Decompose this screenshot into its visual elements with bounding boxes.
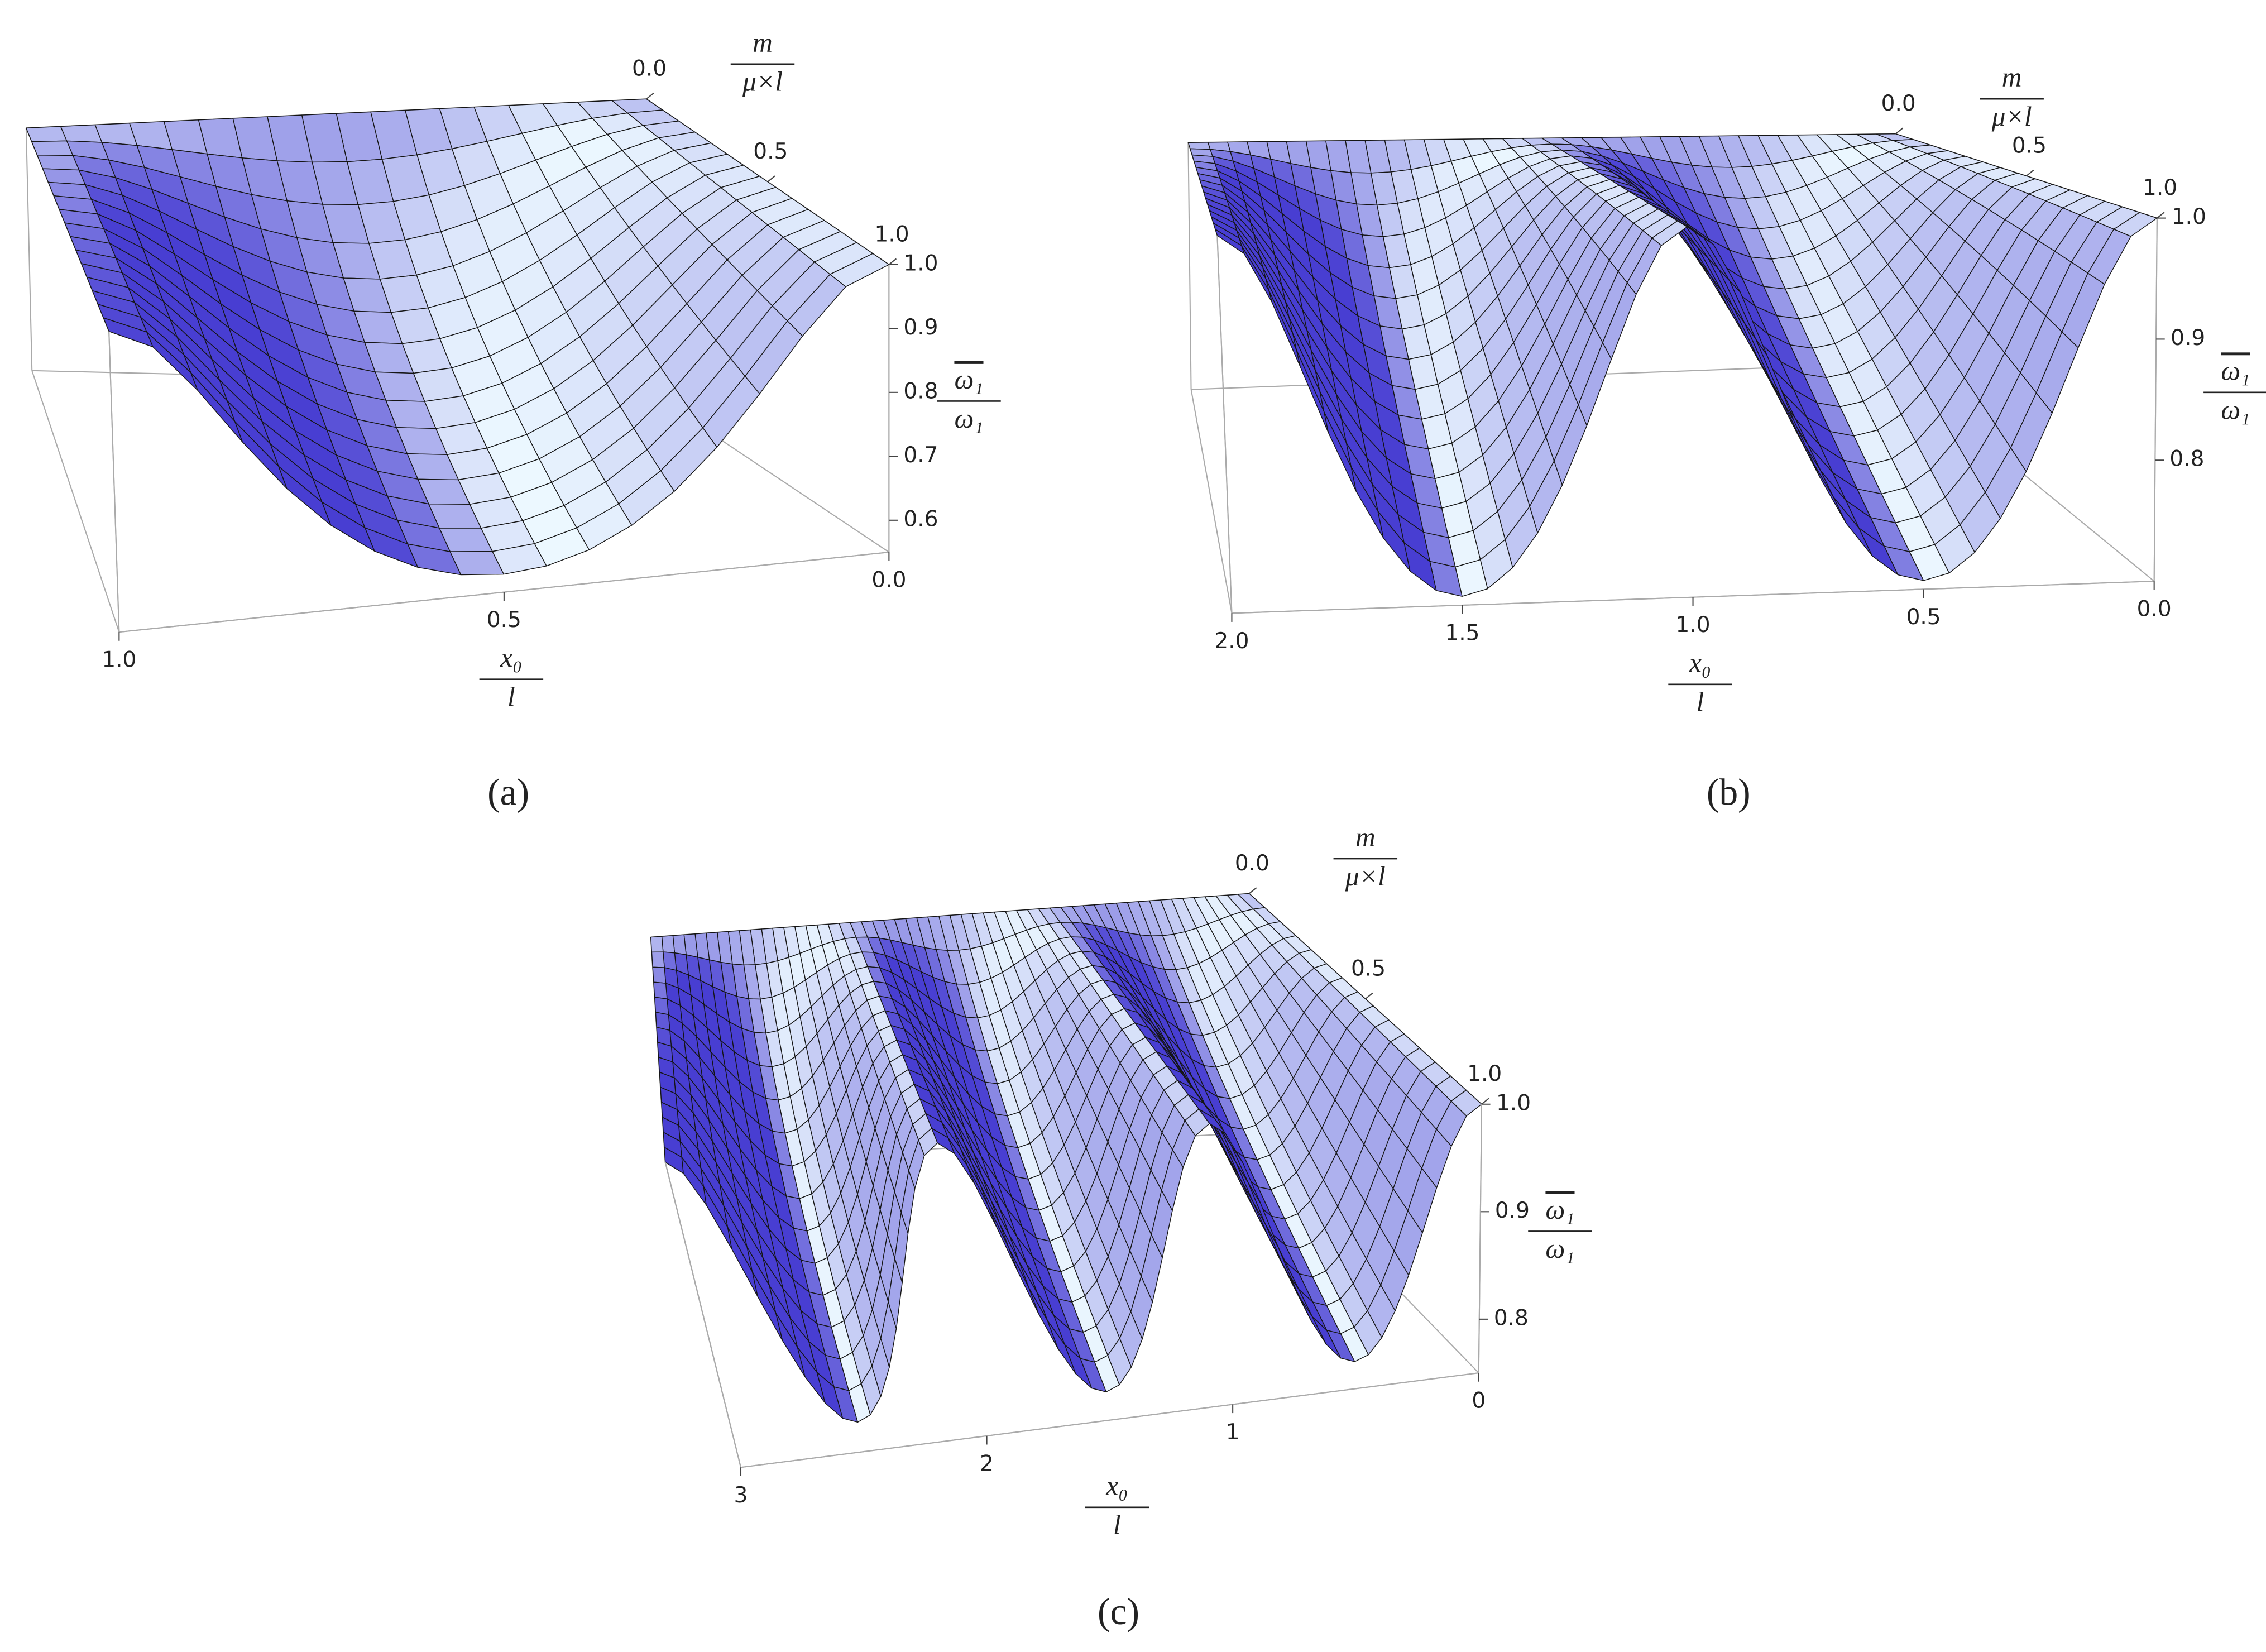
- z-label-denominator: ω₁: [1545, 1233, 1574, 1264]
- z-tick-label: 1.0: [1496, 1090, 1531, 1115]
- surface-patch: [651, 951, 665, 968]
- z-label-denominator: ω₁: [954, 403, 983, 434]
- box-edge: [2153, 218, 2158, 582]
- y-tick: [1249, 887, 1257, 894]
- y-tick-label: 0.0: [1235, 851, 1269, 876]
- z-label-numerator: ω₁: [954, 364, 983, 395]
- surface-patch: [652, 966, 667, 984]
- box-edge: [31, 370, 120, 633]
- x-tick-label: 0: [1472, 1388, 1486, 1414]
- panel-label: (b): [1707, 772, 1751, 813]
- panel-label: (c): [1098, 1591, 1139, 1632]
- y-tick-label: 0.5: [2012, 133, 2047, 159]
- y-tick: [888, 258, 897, 265]
- y-label-denominator: μ×l: [1345, 861, 1386, 892]
- x-tick-label: 2: [980, 1451, 994, 1476]
- z-tick-label: 0.9: [2171, 325, 2205, 351]
- y-tick-label: 0.5: [753, 139, 788, 164]
- z-tick-label: 1.0: [2172, 204, 2206, 229]
- x-tick-label: 0.0: [871, 568, 906, 593]
- surface-patch: [36, 155, 80, 171]
- y-tick: [2157, 212, 2165, 219]
- z-tick-label: 0.8: [1494, 1305, 1529, 1330]
- x-tick-label: 0.5: [1906, 605, 1941, 630]
- x-tick-label: 1: [1226, 1420, 1240, 1445]
- x-label-numerator: x₀: [1689, 647, 1711, 678]
- box-edge: [740, 1372, 1479, 1468]
- surface-patch: [26, 126, 68, 142]
- y-label-numerator: m: [1355, 822, 1376, 853]
- box-edge: [1187, 142, 1192, 390]
- y-tick: [767, 175, 775, 183]
- box-edge: [1478, 1104, 1483, 1373]
- surface-plot: 0.0 0.5 1.0 1.5 2.0 0.0 0.5 1.0 0.8 0.9 1.0 x₀ l m μ×l…: [1187, 62, 2266, 813]
- z-label-numerator: ω₁: [2221, 355, 2250, 386]
- surface-patch: [653, 981, 668, 999]
- y-tick: [1365, 992, 1373, 999]
- z-tick-label: 0.7: [903, 443, 938, 468]
- surface-plot: 0 1 2 3 0.0 0.5 1.0 0.8 0.9 1.0 x₀ l m μ×l ω₁ ω₁ (c): [650, 822, 1592, 1632]
- box-edge: [1190, 389, 1233, 614]
- y-label-denominator: μ×l: [1991, 101, 2032, 132]
- y-tick-label: 0.0: [1881, 91, 1916, 116]
- x-tick-label: 1.0: [102, 648, 136, 673]
- z-tick-label: 0.9: [903, 315, 938, 340]
- x-label-numerator: x₀: [500, 642, 522, 673]
- x-tick-label: 1.5: [1445, 621, 1479, 646]
- z-tick-label: 0.6: [903, 506, 938, 531]
- x-label-denominator: l: [1697, 687, 1704, 717]
- y-tick: [646, 93, 654, 100]
- surface-patch: [60, 124, 103, 143]
- x-label-denominator: l: [1113, 1510, 1121, 1540]
- y-tick: [1481, 1098, 1489, 1105]
- z-tick-label: 0.8: [903, 379, 938, 404]
- y-label-numerator: m: [2002, 62, 2022, 93]
- surface-patch: [103, 317, 154, 348]
- box-edge: [25, 128, 33, 371]
- box-edge: [108, 331, 120, 633]
- y-label-denominator: μ×l: [742, 66, 783, 97]
- y-tick-label: 1.0: [1467, 1061, 1502, 1086]
- box-edge: [1216, 235, 1233, 614]
- surface-patch: [1187, 142, 1211, 150]
- x-tick-label: 0.0: [2137, 597, 2172, 622]
- y-label-numerator: m: [753, 27, 773, 58]
- z-tick-label: 1.0: [903, 251, 938, 276]
- box-edge: [119, 552, 889, 633]
- z-label-denominator: ω₁: [2221, 395, 2250, 425]
- z-label-numerator: ω₁: [1545, 1194, 1574, 1225]
- z-tick-label: 0.8: [2169, 447, 2204, 472]
- surface-patch: [31, 140, 74, 156]
- x-label-numerator: x₀: [1105, 1470, 1128, 1501]
- y-tick-label: 0.0: [632, 56, 667, 82]
- x-tick-label: 1.0: [1676, 612, 1711, 638]
- x-label-denominator: l: [507, 681, 515, 712]
- surface-patch: [661, 935, 676, 954]
- surface-plot: 0.0 0.5 1.0 0.0 0.5 1.0 0.6 0.7 0.8 0.9 1.0 x₀ l m μ×l…: [25, 27, 1001, 813]
- box-edge: [664, 1162, 741, 1468]
- x-tick-label: 3: [734, 1483, 748, 1508]
- y-tick: [1895, 127, 1904, 135]
- box-edge: [1232, 581, 2154, 614]
- y-tick-label: 1.0: [2143, 175, 2177, 200]
- x-tick-label: 0.5: [487, 607, 521, 633]
- panel-label: (a): [487, 772, 529, 813]
- y-tick: [2026, 169, 2034, 176]
- y-tick-label: 0.5: [1351, 956, 1386, 981]
- z-tick-label: 0.9: [1495, 1198, 1530, 1223]
- x-tick-label: 2.0: [1214, 629, 1249, 654]
- surface-patch: [672, 934, 687, 955]
- surface-patch: [650, 936, 664, 953]
- y-tick-label: 1.0: [875, 222, 909, 247]
